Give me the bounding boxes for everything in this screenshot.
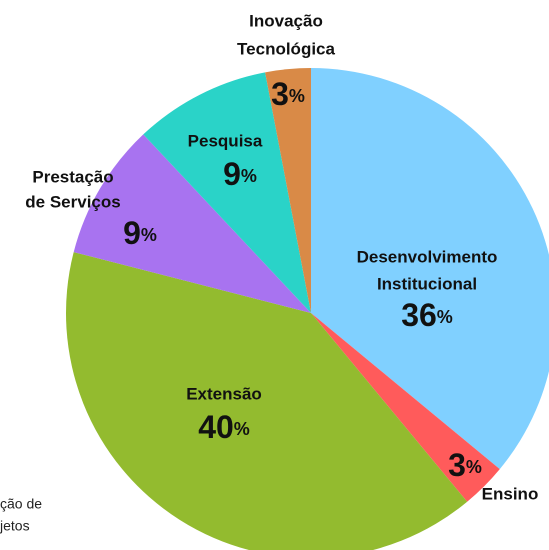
slices — [66, 68, 549, 550]
slice-label: Desenvolvimento — [357, 247, 498, 266]
slice-label: Prestação — [32, 167, 113, 186]
value-number: 9 — [223, 156, 241, 192]
slice-label: Tecnológica — [237, 39, 335, 58]
slice-label: Inovação — [249, 11, 323, 30]
slice-label: Ensino — [482, 484, 539, 503]
value-label: 40% — [198, 409, 250, 445]
slice — [311, 68, 549, 470]
annotation: jetos — [0, 518, 30, 534]
value-unit: % — [141, 225, 157, 245]
value-unit: % — [466, 457, 482, 477]
value-label: 3% — [448, 447, 482, 483]
slice-label: Extensão — [186, 384, 262, 403]
slice — [66, 252, 468, 550]
slice-label: Institucional — [377, 274, 477, 293]
slice — [311, 313, 500, 502]
value-number: 3 — [271, 76, 289, 112]
value-number: 9 — [123, 215, 141, 251]
value-unit: % — [234, 419, 250, 439]
value-label: 9% — [123, 215, 157, 251]
slice — [143, 72, 311, 313]
value-number: 3 — [448, 447, 466, 483]
value-label: 9% — [223, 156, 257, 192]
value-unit: % — [437, 307, 453, 327]
value-number: 36 — [401, 297, 437, 333]
slice-label: de Serviços — [25, 192, 120, 211]
value-unit: % — [289, 86, 305, 106]
value-number: 40 — [198, 409, 234, 445]
value-unit: % — [241, 166, 257, 186]
slice — [73, 134, 311, 313]
slice-label: Pesquisa — [188, 131, 263, 150]
annotation: ção de — [0, 496, 42, 512]
slice — [265, 68, 311, 313]
value-label: 36% — [401, 297, 453, 333]
value-label: 3% — [271, 76, 305, 112]
